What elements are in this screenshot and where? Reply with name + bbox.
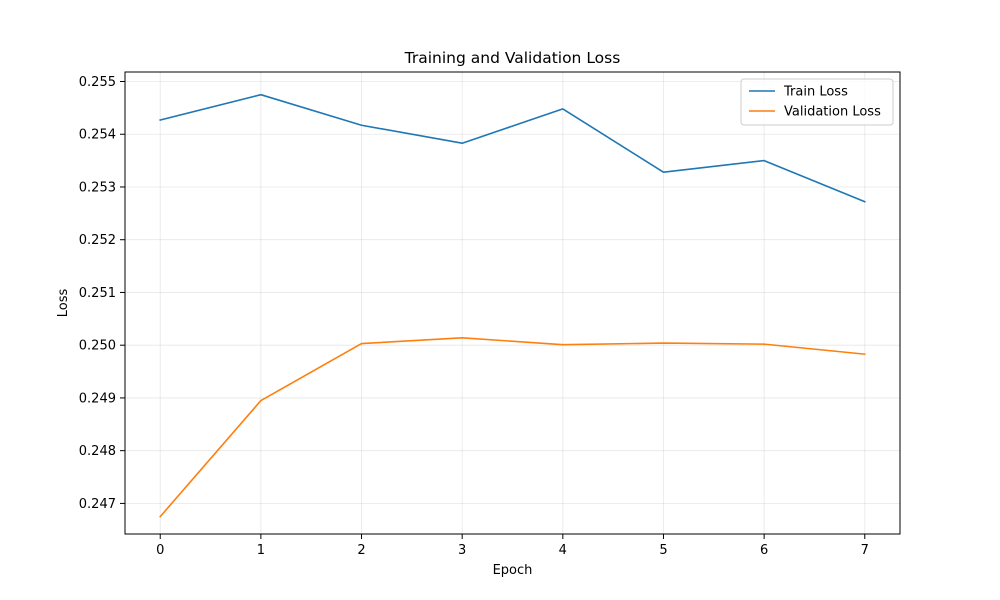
chart-title: Training and Validation Loss [404,49,621,67]
x-tick-label: 6 [760,543,768,558]
legend-box [740,78,894,126]
y-tick-label: 0.252 [79,233,116,248]
legend-label-validation-loss: Validation Loss [784,105,881,120]
legend: Train Loss Validation Loss [740,78,894,126]
x-tick-label: 1 [257,543,265,558]
plot-area-frame [124,71,901,535]
grid-lines [125,72,900,534]
x-tick-label: 3 [458,543,466,558]
validation-loss-line [159,337,866,518]
x-tick-label: 0 [156,543,164,558]
x-tick-label: 2 [357,543,365,558]
y-axis-title: Loss [56,289,71,318]
series-lines [159,93,866,518]
y-tick-label: 0.249 [79,391,116,406]
y-tick-label: 0.255 [79,75,116,90]
y-tick-label: 0.251 [79,286,116,301]
y-tick-label: 0.247 [79,497,116,512]
y-tick-label: 0.254 [79,128,116,143]
x-tick-label: 7 [861,543,869,558]
y-tick-label: 0.250 [79,339,116,354]
axis-ticks: 0 1 2 3 4 5 6 7 0.247 0.248 0.249 0.250 0.251 0.252 0.… [79,75,869,558]
train-loss-line [159,93,866,203]
y-tick-label: 0.248 [79,444,116,459]
x-tick-label: 4 [559,543,567,558]
legend-label-train-loss: Train Loss [783,85,848,100]
y-tick-label: 0.253 [79,180,116,195]
x-axis-title: Epoch [493,563,533,578]
x-tick-label: 5 [659,543,667,558]
